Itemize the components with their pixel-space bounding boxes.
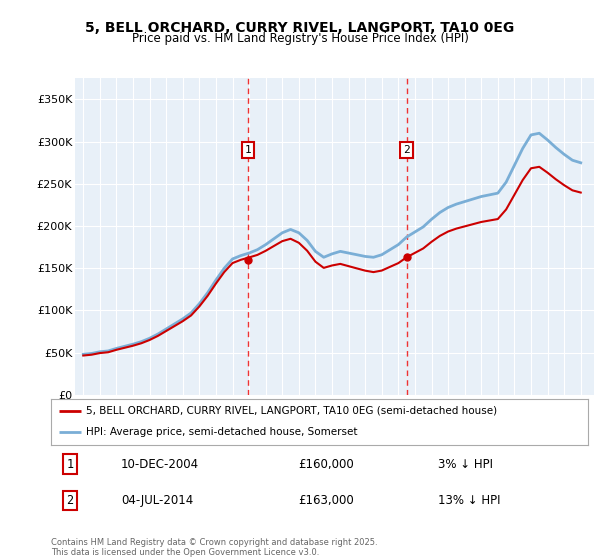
Text: 2: 2 (66, 494, 73, 507)
Text: 1: 1 (66, 458, 73, 470)
Text: 2: 2 (403, 145, 410, 155)
Text: £160,000: £160,000 (298, 458, 354, 470)
Text: 10-DEC-2004: 10-DEC-2004 (121, 458, 199, 470)
Text: HPI: Average price, semi-detached house, Somerset: HPI: Average price, semi-detached house,… (86, 427, 358, 437)
Text: 3% ↓ HPI: 3% ↓ HPI (437, 458, 493, 470)
Text: Price paid vs. HM Land Registry's House Price Index (HPI): Price paid vs. HM Land Registry's House … (131, 32, 469, 45)
Text: 04-JUL-2014: 04-JUL-2014 (121, 494, 193, 507)
Text: £163,000: £163,000 (298, 494, 354, 507)
Text: Contains HM Land Registry data © Crown copyright and database right 2025.
This d: Contains HM Land Registry data © Crown c… (51, 538, 377, 557)
Text: 1: 1 (245, 145, 251, 155)
Text: 13% ↓ HPI: 13% ↓ HPI (437, 494, 500, 507)
Text: 5, BELL ORCHARD, CURRY RIVEL, LANGPORT, TA10 0EG (semi-detached house): 5, BELL ORCHARD, CURRY RIVEL, LANGPORT, … (86, 406, 497, 416)
Text: 5, BELL ORCHARD, CURRY RIVEL, LANGPORT, TA10 0EG: 5, BELL ORCHARD, CURRY RIVEL, LANGPORT, … (85, 21, 515, 35)
